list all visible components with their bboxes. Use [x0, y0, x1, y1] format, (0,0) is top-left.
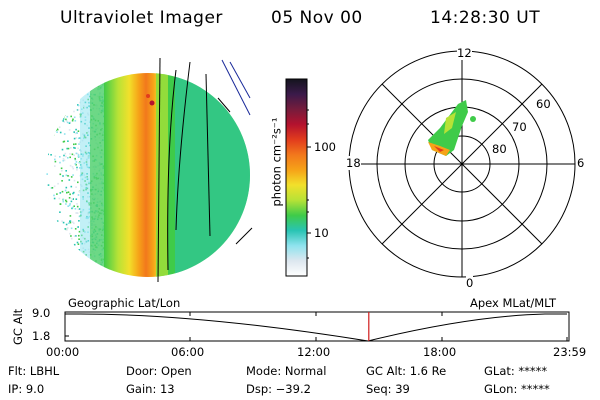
geographic-label: Geographic Lat/Lon — [68, 296, 181, 310]
geographic-outer-lines — [221, 59, 251, 116]
status-gc-alt: GC Alt: 1.6 Re — [366, 364, 447, 378]
time-tick-2359: 23:59 — [553, 345, 587, 359]
image-date: 05 Nov 00 — [271, 8, 363, 28]
time-tick-0000: 00:00 — [46, 345, 80, 359]
instrument-title: Ultraviolet Imager — [60, 8, 223, 28]
mlat-label-80: 80 — [492, 142, 507, 156]
altitude-curve — [65, 313, 567, 342]
colorbar — [285, 78, 308, 277]
colorbar-ticks — [307, 109, 311, 259]
auroral-oval — [428, 100, 476, 156]
geographic-grid-lines — [157, 57, 253, 283]
image-time: 14:28:30 UT — [430, 8, 541, 28]
status-mode: Mode: Normal — [246, 364, 327, 378]
mlat-label-60: 60 — [536, 97, 551, 111]
apex-label: Apex MLat/MLT — [470, 296, 557, 310]
status-door: Door: Open — [126, 364, 192, 378]
status-gain: Gain: 13 — [126, 382, 175, 396]
polar-plot — [348, 50, 576, 278]
mlt-label-18: 18 — [346, 156, 361, 170]
status-seq: Seq: 39 — [366, 382, 410, 396]
altitude-tick-low: 1.8 — [32, 329, 51, 343]
altitude-plot-ticks — [64, 312, 568, 341]
time-tick-1200: 12:00 — [297, 345, 331, 359]
colorbar-tick-100: 100 — [314, 140, 336, 154]
mlat-label-70: 70 — [512, 120, 527, 134]
altitude-plot-frame — [64, 311, 570, 342]
altitude-axis-label: GC Alt — [11, 308, 25, 345]
status-dsp: Dsp: −39.2 — [246, 382, 311, 396]
colorbar-tick-10: 10 — [314, 226, 329, 240]
time-tick-1800: 18:00 — [423, 345, 457, 359]
status-glon: GLon: ***** — [484, 382, 550, 396]
geographic-image — [46, 73, 250, 277]
status-glat: GLat: ***** — [484, 364, 548, 378]
mlt-label-6: 6 — [577, 156, 585, 170]
status-ip: IP: 9.0 — [8, 382, 45, 396]
colorbar-unit-label: photon cm⁻²s⁻¹ — [269, 117, 284, 207]
mlt-label-12: 12 — [457, 46, 472, 60]
time-tick-0600: 06:00 — [171, 345, 205, 359]
mlt-label-0: 0 — [466, 276, 474, 290]
status-filter: Flt: LBHL — [8, 364, 60, 378]
altitude-tick-high: 9.0 — [32, 306, 51, 320]
